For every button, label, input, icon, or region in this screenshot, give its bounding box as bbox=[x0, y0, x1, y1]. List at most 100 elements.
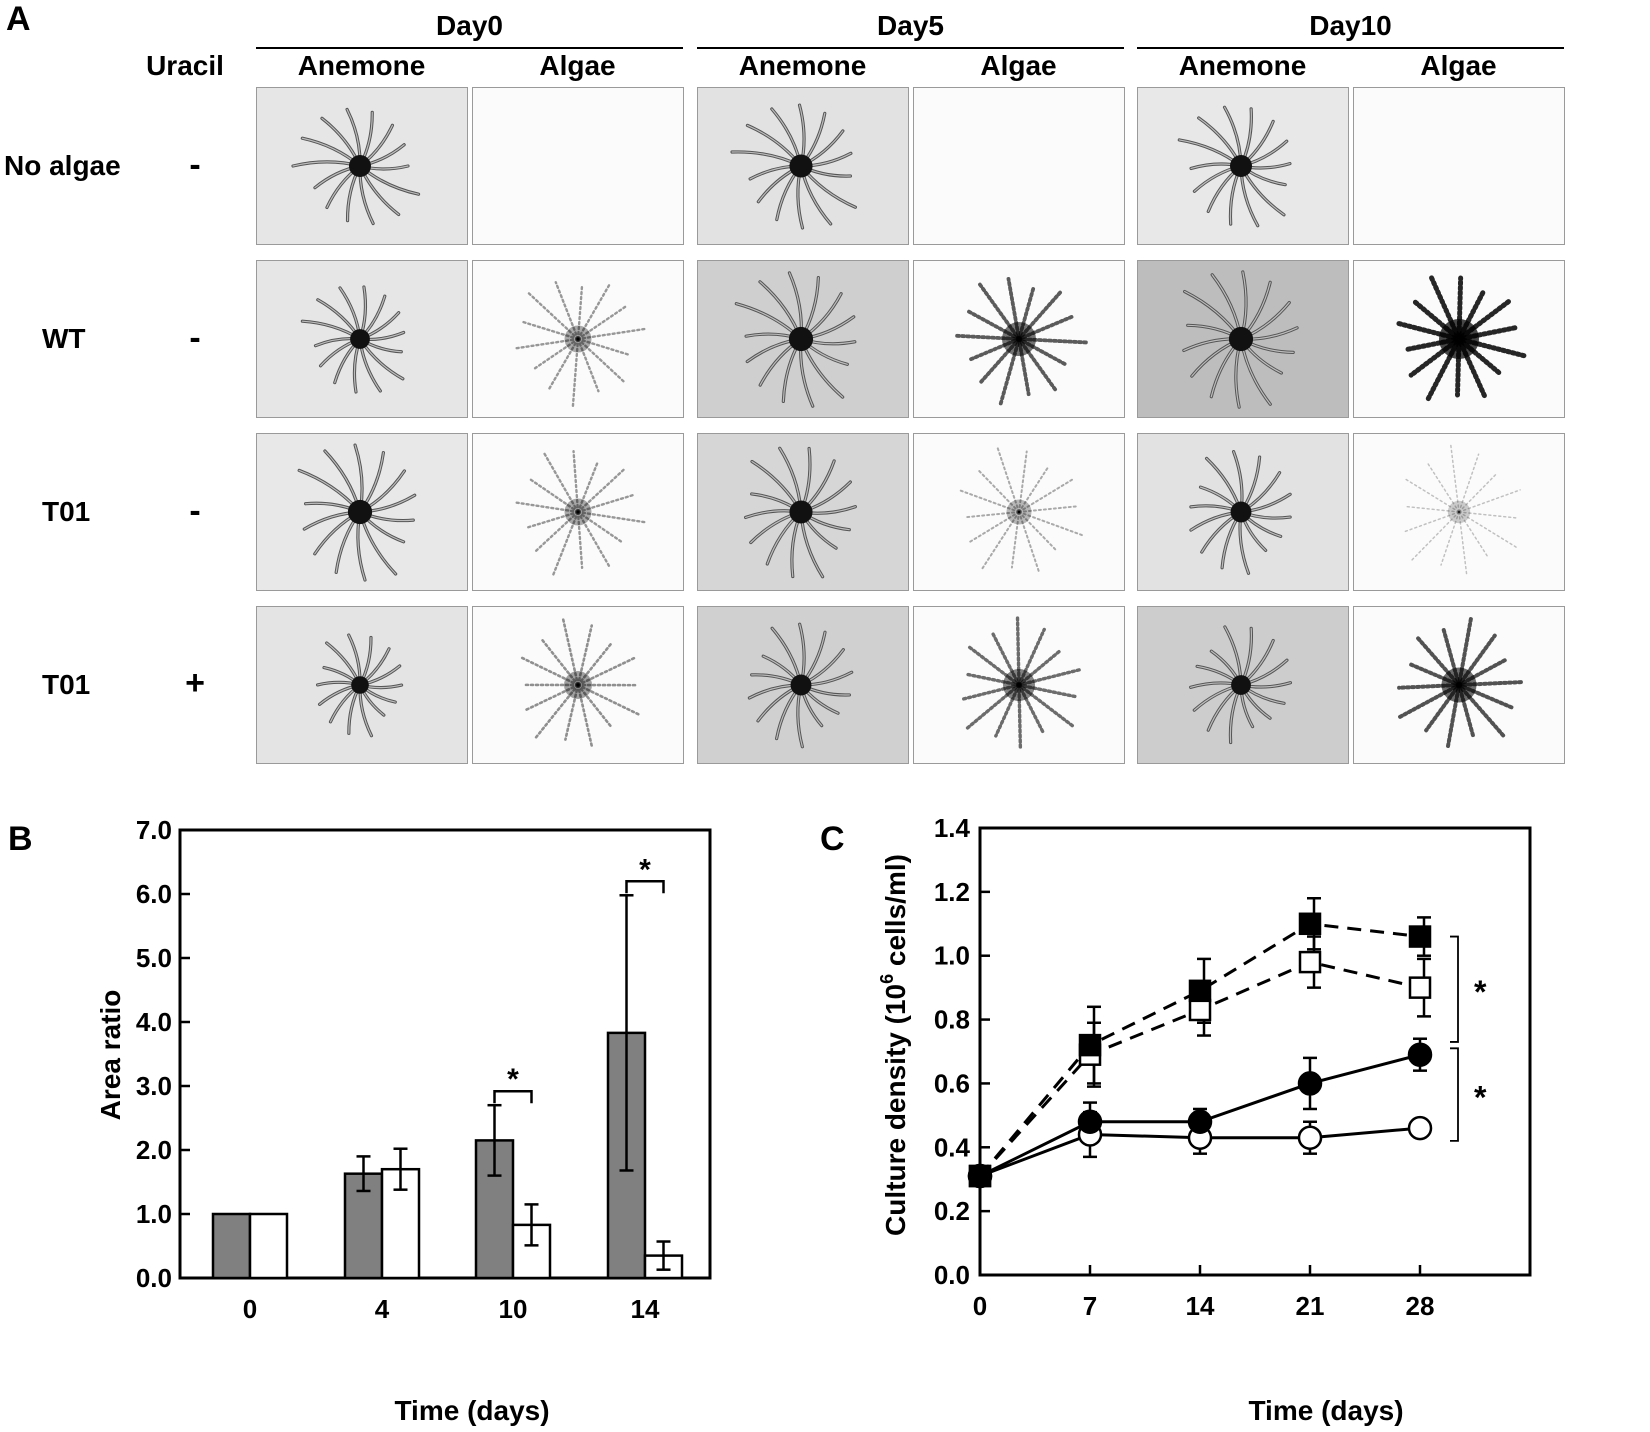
panel-c-point-filled-circle bbox=[1297, 1071, 1323, 1096]
algae-image-r4-d2 bbox=[1353, 606, 1565, 764]
panel-c-chart: C 0.0 0.2 0.4 0.6 0.8 1.0 1.2 1.4 0 7 14 21 28 * * Tim… bbox=[820, 813, 1532, 1426]
panel-c-point-filled-square bbox=[1408, 925, 1432, 948]
panel-c-point-filled-square bbox=[1078, 1033, 1102, 1057]
panel-b-ytick-label: 2.0 bbox=[136, 1135, 172, 1165]
panel-b-significance-bracket bbox=[625, 880, 665, 894]
algae-image-r4-d0 bbox=[472, 606, 684, 764]
panel-b-ytick-label: 0.0 bbox=[136, 1263, 172, 1293]
panel-b-bar-white bbox=[248, 1212, 289, 1280]
panel-a-letter: A bbox=[6, 0, 31, 38]
algae-image-r1-d2 bbox=[1353, 87, 1565, 245]
anemone-image-r1-d2 bbox=[1137, 87, 1349, 245]
uracil-header: Uracil bbox=[146, 50, 224, 81]
panel-c-significance-star: * bbox=[1474, 1080, 1487, 1116]
day10-divider bbox=[1137, 47, 1564, 49]
panel-c-ytick-label: 0.2 bbox=[934, 1196, 970, 1226]
algae-image-r2-d1 bbox=[913, 260, 1125, 418]
subcol-anemone-day5: Anemone bbox=[738, 50, 867, 81]
row-label-t01-plus: T01 bbox=[42, 669, 91, 700]
panel-c-point-filled-circle bbox=[1407, 1042, 1433, 1067]
anemone-image-r4-d0 bbox=[256, 606, 468, 764]
anemone-image-r1-d0 bbox=[256, 87, 468, 245]
anemone-image-r3-d2 bbox=[1137, 433, 1349, 591]
panel-c-point-open-circle bbox=[1407, 1115, 1433, 1141]
row-label-no-algae: No algae bbox=[4, 150, 121, 181]
panel-b-ylabel: Area ratio bbox=[95, 990, 126, 1121]
panel-c-ytick-label: 0.8 bbox=[934, 1005, 970, 1035]
panel-c-point-open-square bbox=[1298, 950, 1322, 974]
day10-header: Day10 bbox=[1309, 10, 1392, 41]
panel-c-xtick-label: 14 bbox=[1186, 1291, 1215, 1321]
panel-c-significance-bracket bbox=[1450, 1047, 1459, 1142]
panel-b-ytick-label: 1.0 bbox=[136, 1199, 172, 1229]
panel-c-point-open-square bbox=[1188, 998, 1212, 1022]
algae-image-r3-d2 bbox=[1353, 433, 1565, 591]
anemone-image-r3-d0 bbox=[256, 433, 468, 591]
algae-image-r4-d1 bbox=[913, 606, 1125, 764]
panel-b-bar-gray bbox=[211, 1212, 252, 1280]
panel-c-point-filled-square bbox=[1298, 912, 1322, 936]
panel-b-ytick-label: 5.0 bbox=[136, 943, 172, 973]
panel-c-ytick-label: 0.6 bbox=[934, 1068, 970, 1098]
panel-c-significance-star: * bbox=[1474, 974, 1487, 1010]
panel-b-letter: B bbox=[8, 820, 33, 858]
row-label-t01-minus: T01 bbox=[42, 496, 91, 527]
subcol-algae-day0: Algae bbox=[539, 50, 616, 81]
algae-image-r3-d1 bbox=[913, 433, 1125, 591]
panel-c-point-open-square bbox=[1408, 976, 1432, 999]
subcol-anemone-day0: Anemone bbox=[297, 50, 426, 81]
panel-c-ytick-label: 1.2 bbox=[934, 877, 970, 907]
day0-divider bbox=[256, 47, 683, 49]
panel-c-point-filled-square bbox=[1188, 979, 1212, 1003]
panel-b-xtick-label: 0 bbox=[243, 1294, 257, 1324]
row-label-wt: WT bbox=[42, 323, 86, 354]
panel-b-ytick-label: 6.0 bbox=[136, 879, 172, 909]
panel-b-ytick-label: 3.0 bbox=[136, 1071, 172, 1101]
panel-c-significance-bracket bbox=[1450, 935, 1459, 1043]
anemone-image-r1-d1 bbox=[697, 87, 909, 245]
panel-c-xtick-label: 21 bbox=[1296, 1291, 1325, 1321]
anemone-image-r2-d2 bbox=[1137, 260, 1349, 418]
algae-image-r1-d1 bbox=[913, 87, 1125, 245]
panel-c-xtick-label: 0 bbox=[973, 1291, 987, 1321]
panel-c-point-filled-square bbox=[968, 1164, 992, 1188]
panel-c-point-filled-circle bbox=[1077, 1109, 1103, 1134]
panel-b-xtick-label: 14 bbox=[631, 1294, 660, 1324]
panel-b-ytick-label: 7.0 bbox=[136, 815, 172, 845]
panel-b-xtick-label: 4 bbox=[375, 1294, 390, 1324]
row-uracil-t01-plus: + bbox=[185, 664, 205, 702]
panel-c-ytick-label: 1.4 bbox=[934, 813, 971, 843]
panel-c-ytick-label: 0.4 bbox=[934, 1132, 971, 1162]
anemone-image-r4-d1 bbox=[697, 606, 909, 764]
panel-c-point-open-circle bbox=[1297, 1125, 1323, 1150]
row-uracil-t01-minus: - bbox=[189, 492, 201, 530]
day0-header: Day0 bbox=[436, 10, 503, 41]
day5-divider bbox=[697, 47, 1124, 49]
panel-c-xtick-label: 28 bbox=[1406, 1291, 1435, 1321]
panel-b-significance-bracket bbox=[493, 1089, 533, 1104]
anemone-image-r2-d1 bbox=[697, 260, 909, 418]
panel-b-significance-star: * bbox=[507, 1063, 519, 1096]
panel-c-xlabel: Time (days) bbox=[1248, 1395, 1403, 1426]
anemone-image-r4-d2 bbox=[1137, 606, 1349, 764]
panel-c-xtick-label: 7 bbox=[1083, 1291, 1097, 1321]
row-uracil-no-algae: - bbox=[189, 146, 201, 184]
day5-header: Day5 bbox=[877, 10, 944, 41]
subcol-algae-day5: Algae bbox=[980, 50, 1057, 81]
panel-c-frame bbox=[978, 826, 1532, 1277]
row-uracil-wt: - bbox=[189, 319, 201, 357]
panel-b-chart: B 0.0 1.0 2.0 3.0 4.0 5.0 6.0 7.0 0 4 10 14 * * Time … bbox=[8, 815, 712, 1426]
panel-b-significance-star: * bbox=[639, 853, 651, 886]
panel-b-xlabel: Time (days) bbox=[394, 1395, 549, 1426]
algae-image-r3-d0 bbox=[472, 433, 684, 591]
algae-image-r2-d0 bbox=[472, 260, 684, 418]
panel-b-frame bbox=[178, 828, 712, 1280]
panel-c-ylabel: Culture density (106 cells/ml) bbox=[877, 854, 911, 1236]
panel-c-ytick-label: 0.0 bbox=[934, 1260, 970, 1290]
anemone-image-r3-d1 bbox=[697, 433, 909, 591]
algae-image-r2-d2 bbox=[1353, 260, 1565, 418]
panel-c-letter: C bbox=[820, 820, 845, 858]
anemone-image-r2-d0 bbox=[256, 260, 468, 418]
panel-c-ytick-label: 1.0 bbox=[934, 941, 970, 971]
panel-b-ytick-label: 4.0 bbox=[136, 1007, 172, 1037]
